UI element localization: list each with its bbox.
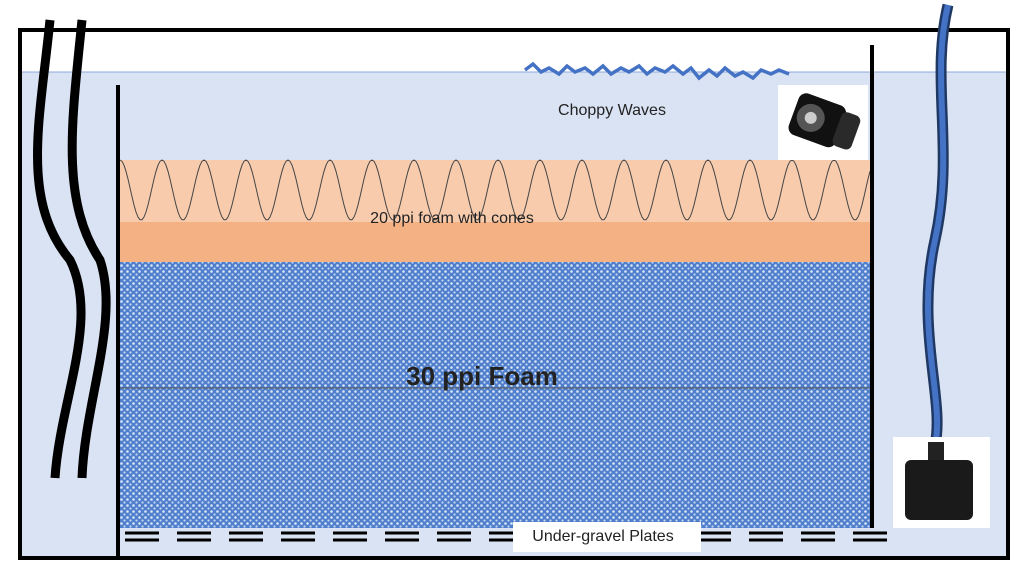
choppy-waves: [523, 61, 790, 81]
cones: [119, 159, 871, 221]
main-foam: [118, 262, 872, 528]
plates-label: Under-gravel Plates: [532, 528, 673, 545]
pump-outlet: [928, 442, 944, 462]
foam-base: [118, 222, 872, 262]
tube: [33, 19, 86, 479]
powerhead: [788, 93, 861, 150]
top-foam-label: 20 ppi foam with cones: [370, 210, 534, 227]
pump: [905, 460, 973, 520]
label-box: [513, 522, 701, 552]
main-foam-label: 30 ppi Foam: [406, 361, 558, 391]
cone-layer: [118, 160, 872, 222]
hose: [924, 4, 951, 446]
tank-outline: [18, 28, 1010, 560]
waves-label: Choppy Waves: [558, 102, 666, 119]
tube: [67, 19, 111, 479]
